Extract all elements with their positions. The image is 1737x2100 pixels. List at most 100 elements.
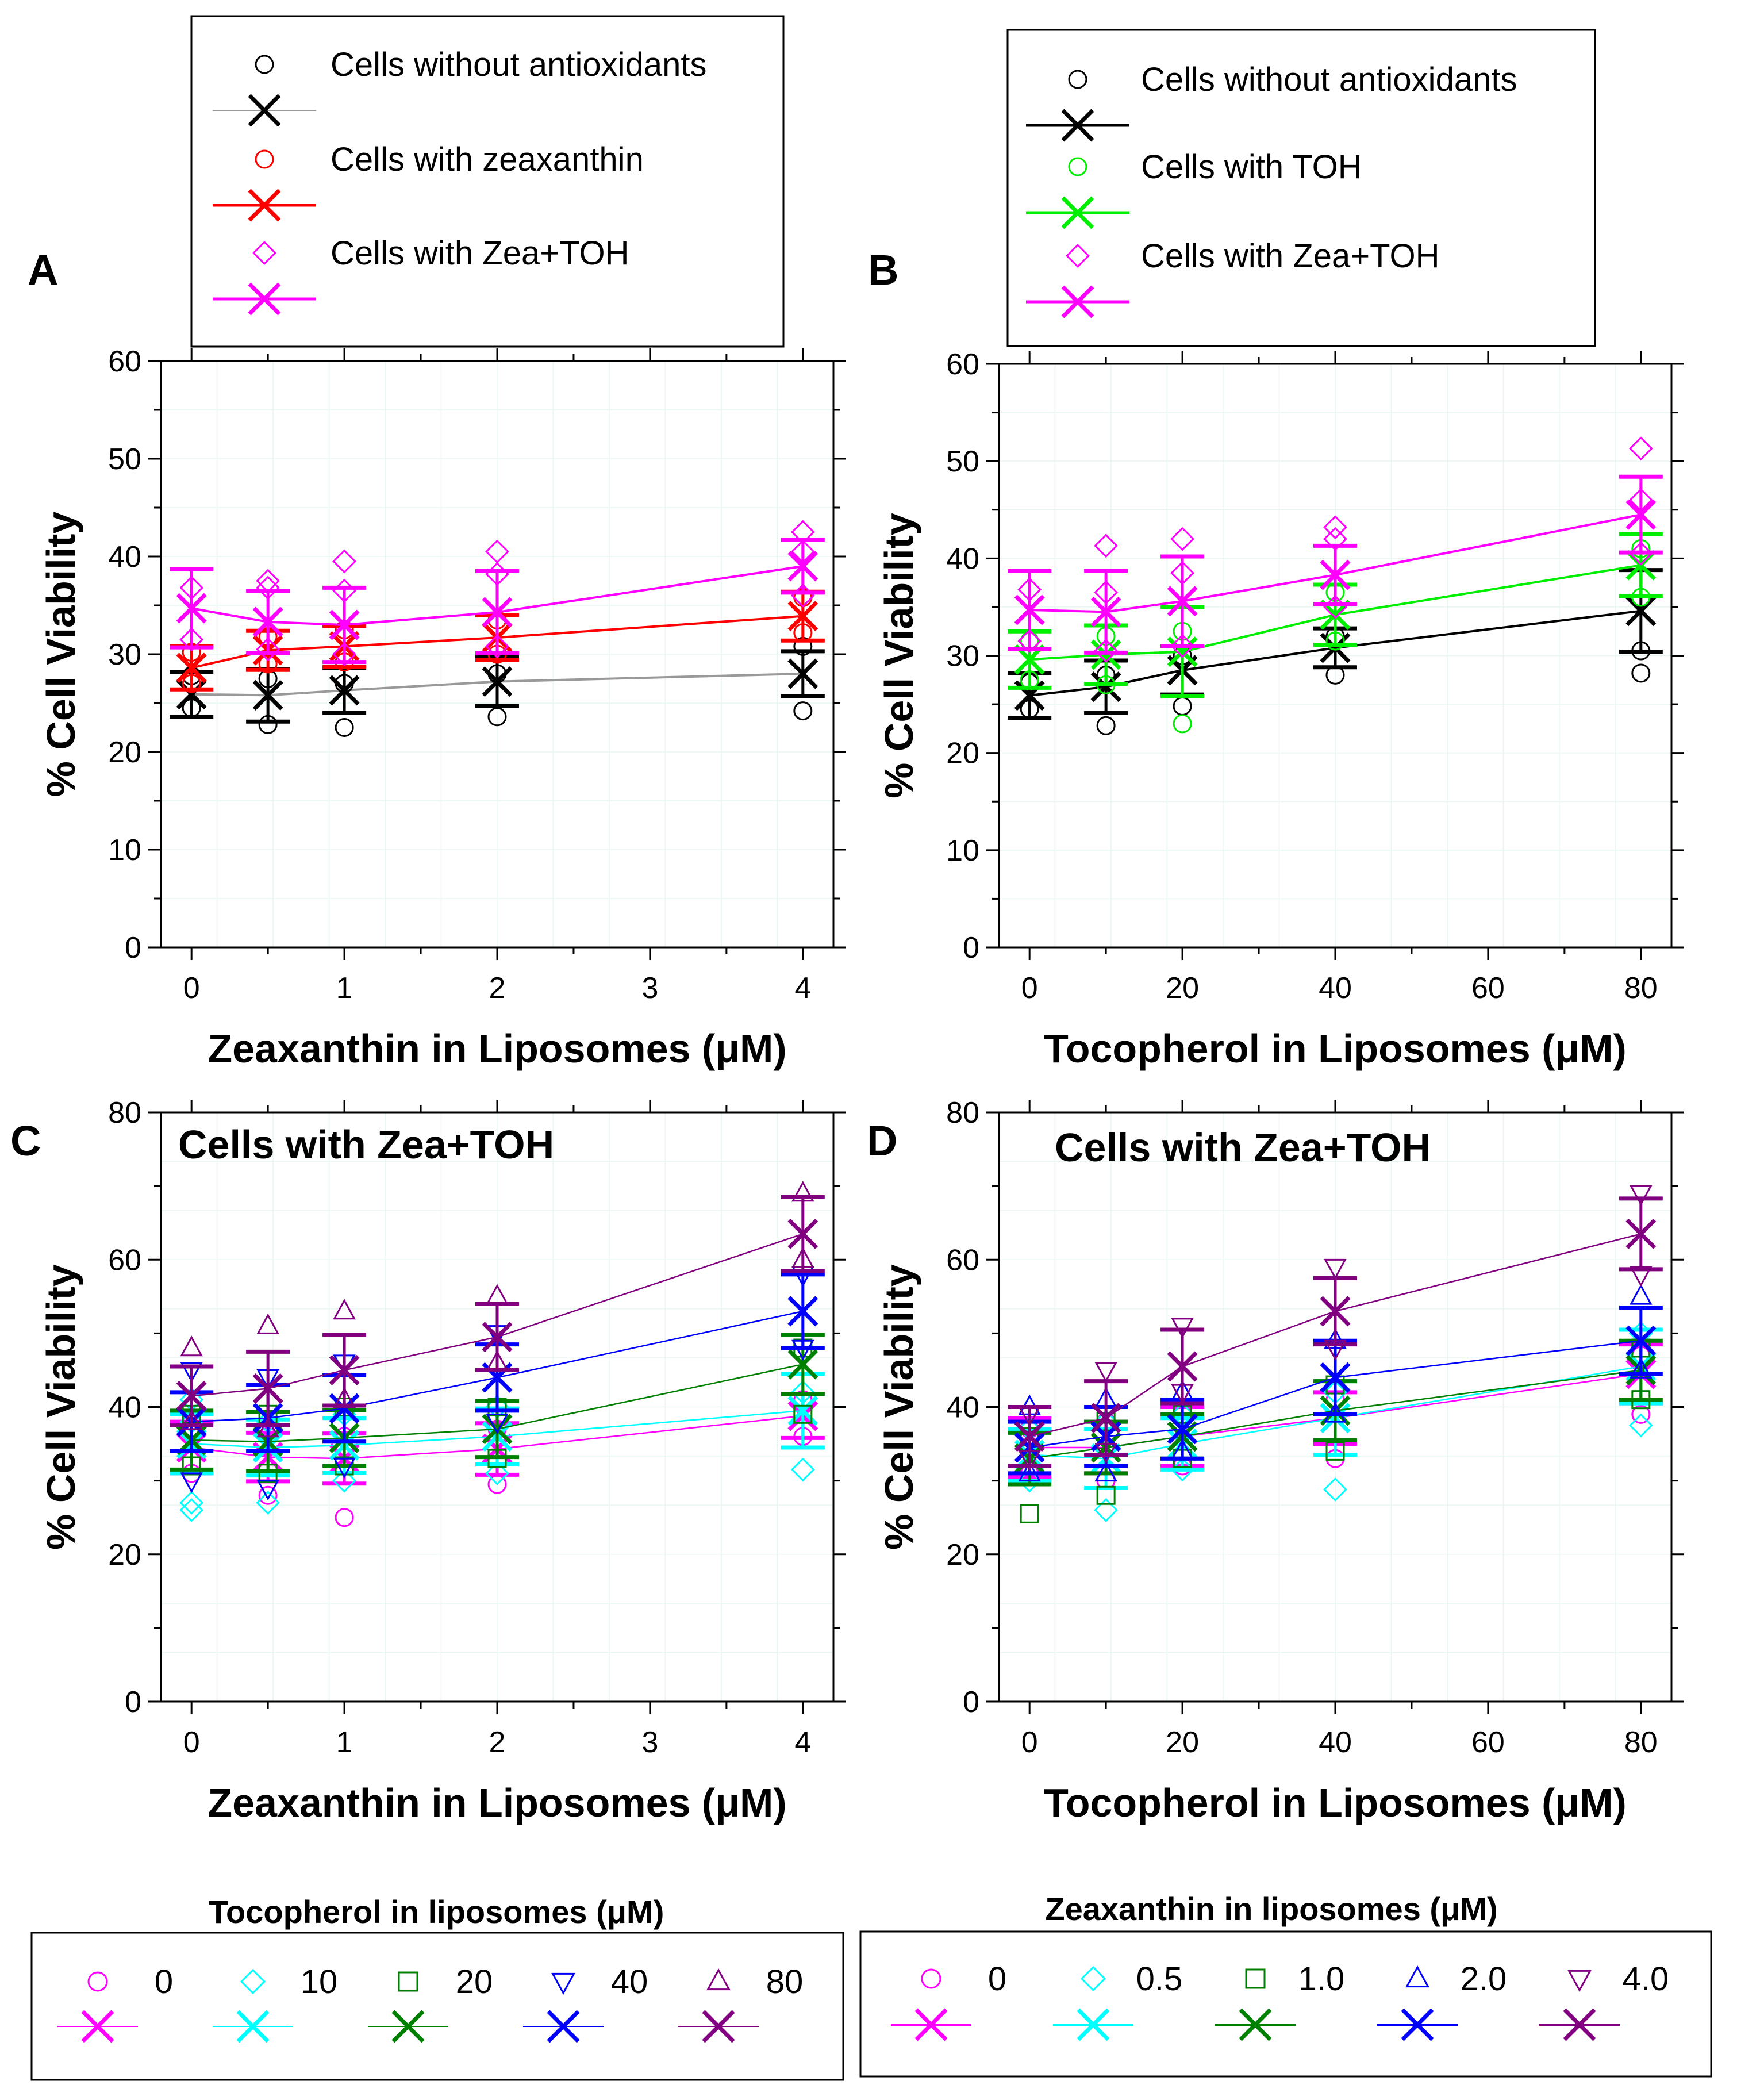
legend-marker: [255, 55, 274, 74]
mean-marker: [176, 1380, 207, 1411]
data-point: [332, 1468, 356, 1493]
legend-entry: 40: [523, 1963, 648, 2043]
legend-marker: [1405, 1965, 1429, 1988]
x-tick-label: 40: [1319, 972, 1352, 1005]
x-tick-label: 0: [183, 1726, 200, 1759]
y-tick-label: 30: [108, 638, 141, 671]
mean-marker: [787, 1349, 818, 1380]
y-tick-label: 20: [946, 1538, 979, 1572]
legend-title: Zeaxanthin in liposomes (μM): [1045, 1891, 1497, 1927]
legend-marker: [1080, 1965, 1106, 1992]
mean-marker: [787, 1296, 818, 1327]
legend-label: Cells with TOH: [1141, 148, 1362, 186]
mean-marker: [1167, 636, 1198, 667]
data-point: [485, 539, 509, 564]
x-tick-label: 1: [336, 972, 353, 1005]
series-2-0: [1008, 1284, 1663, 1482]
y-tick-label: 0: [963, 931, 979, 965]
grid: [161, 1112, 833, 1702]
legend-x-marker: [547, 2010, 580, 2043]
data-point: [1631, 1404, 1651, 1424]
data-point: [793, 701, 813, 721]
y-tick-label: 30: [946, 640, 979, 673]
legend-entry: 1.0: [1215, 1960, 1345, 2041]
x-tick-label: 3: [641, 972, 658, 1005]
x-axis-title: Zeaxanthin in Liposomes (μM): [207, 1780, 786, 1825]
mean-marker: [482, 1414, 513, 1445]
panel-b: 0 10 20 30 40 50 60 0 20 40 60 80 Tocopherol in Lipo…: [868, 29, 1684, 1071]
data-point: [790, 1457, 815, 1482]
mean-marker: [329, 1393, 360, 1424]
data-point: [1094, 1498, 1119, 1522]
legend-marker: [706, 1968, 731, 1991]
mean-marker: [1014, 1421, 1045, 1452]
data-point: [1323, 1477, 1347, 1502]
data-point: [1630, 1357, 1653, 1379]
legend-entry: Cells with zeaxanthin: [213, 141, 644, 222]
data-point: [333, 1457, 356, 1479]
data-point: [1017, 629, 1042, 653]
mean-marker: [1167, 1351, 1198, 1382]
data-point: [256, 1313, 279, 1334]
mean-marker: [482, 1322, 513, 1353]
legend-label: Cells without antioxidants: [331, 46, 706, 83]
data-point: [256, 637, 280, 662]
y-tick-label: 60: [946, 348, 979, 381]
x-tick-label: 0: [1021, 1726, 1038, 1759]
legend-entry: 2.0: [1377, 1960, 1507, 2041]
mean-marker: [787, 1218, 818, 1249]
series-cells-with-zea-toh: [1008, 436, 1663, 663]
legend-box: [30, 1932, 844, 2081]
data-point: [1173, 714, 1192, 734]
legend-x-marker: [248, 189, 281, 222]
data-point: [335, 718, 354, 737]
mean-marker: [1625, 596, 1657, 627]
x-tick-label: 4: [794, 1726, 811, 1759]
legend-entry: Cells with Zea+TOH: [213, 235, 629, 316]
legend-label: Cells without antioxidants: [1141, 61, 1517, 98]
y-tick-label: 0: [125, 931, 141, 965]
data-point: [1324, 1258, 1347, 1280]
y-axis-title: % Cell Viability: [39, 1264, 83, 1550]
x-tick-label: 20: [1166, 1726, 1199, 1759]
x-tick-label: 1: [336, 1726, 353, 1759]
legend-entry: 20: [368, 1963, 493, 2043]
y-tick-label: 80: [108, 1096, 141, 1130]
data-point: [256, 1491, 280, 1515]
legend-x-marker: [248, 282, 281, 316]
data-point: [485, 1461, 509, 1485]
x-tick-label: 20: [1166, 972, 1199, 1005]
data-point: [1630, 1185, 1653, 1206]
legend-label: 10: [301, 1963, 338, 2001]
legend-label: Cells with zeaxanthin: [331, 141, 644, 178]
y-axis-title: % Cell Viability: [39, 512, 83, 797]
mean-marker: [787, 658, 818, 689]
legend-x-marker: [914, 2008, 948, 2041]
legend-label: 20: [456, 1963, 493, 2001]
panel-d: 0 20 40 60 80 0 20 40 60 80 Tocopherol in Liposome…: [859, 1096, 1712, 2078]
x-axis-title: Zeaxanthin in Liposomes (μM): [207, 1026, 786, 1071]
data-point: [486, 1413, 509, 1434]
mean-marker: [1090, 671, 1121, 702]
mean-marker: [1167, 1414, 1198, 1445]
legend-label: 40: [611, 1963, 648, 2001]
mean-marker: [1167, 586, 1198, 617]
legend-box: [859, 1930, 1712, 2078]
data-point: [333, 1299, 356, 1320]
panel-letter: C: [10, 1117, 41, 1165]
legend-marker: [240, 1968, 266, 1995]
x-tick-label: 40: [1319, 1726, 1352, 1759]
legend-x-marker: [81, 2010, 114, 2043]
legend-x-marker: [702, 2010, 735, 2043]
data-point: [485, 634, 509, 659]
legend-label: 1.0: [1298, 1960, 1345, 1998]
y-tick-label: 60: [108, 345, 141, 378]
data-point: [1628, 542, 1653, 566]
y-tick-label: 10: [108, 834, 141, 867]
y-tick-label: 40: [108, 540, 141, 574]
y-tick-label: 0: [125, 1686, 141, 1719]
x-tick-label: 80: [1624, 1726, 1658, 1759]
